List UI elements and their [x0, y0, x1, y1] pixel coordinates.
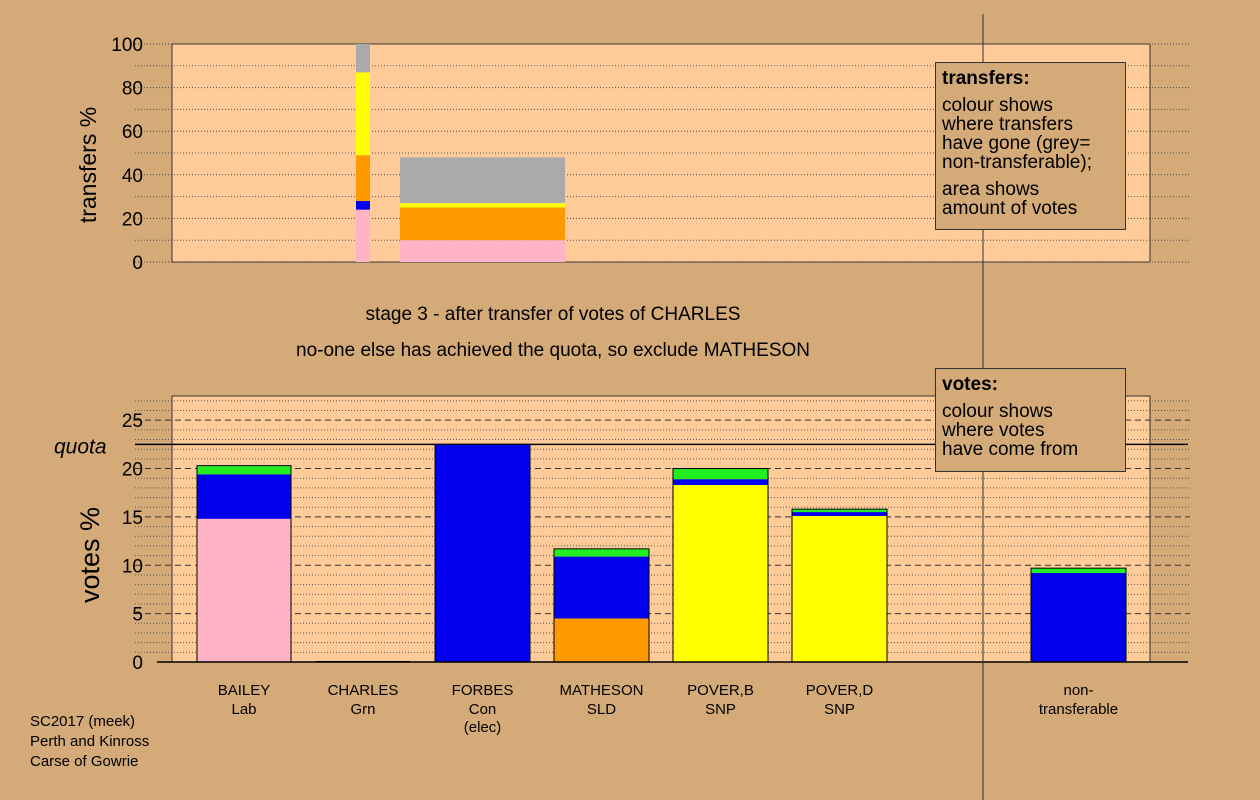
- vote-segment-poverd-con: [792, 512, 887, 516]
- transfers-legend-text-colour: colour shows where transfers have gone (…: [942, 95, 1092, 173]
- footer-line-council: Perth and Kinross: [30, 733, 150, 750]
- footer: SC2017 (meek) Perth and Kinross Carse of…: [30, 712, 149, 772]
- transfers-y-tick-label: 60: [122, 122, 143, 143]
- vote-segment-poverb-grn: [673, 468, 768, 480]
- transfer-segment-charles-lab: [356, 209, 370, 262]
- transfer-segment-charles-sld: [356, 155, 370, 201]
- votes-legend-box: votes: colour shows where votes have com…: [935, 368, 1126, 472]
- candidate-party-label: SLD: [587, 701, 616, 718]
- votes-y-tick-label: 25: [122, 411, 143, 432]
- transfers-y-tick-label: 20: [122, 209, 143, 230]
- vote-segment-non-grn: [1031, 568, 1126, 574]
- votes-y-tick-label: 10: [122, 556, 143, 577]
- votes-y-tick-label: 0: [132, 653, 143, 674]
- candidate-name-label: BAILEY: [218, 682, 271, 699]
- votes-y-tick-label: 15: [122, 508, 143, 529]
- candidate-name-label: MATHESON: [560, 682, 644, 699]
- votes-y-tick-label: 5: [132, 605, 143, 626]
- quota-label: quota: [54, 435, 107, 458]
- candidate-party-label: SNP: [705, 701, 736, 718]
- transfers-y-tick-label: 80: [122, 79, 143, 100]
- candidate-party-label: Lab: [231, 701, 256, 718]
- transfer-segment-charles-snp: [356, 72, 370, 156]
- candidate-name-label: non-: [1063, 682, 1093, 699]
- vote-segment-bailey-lab: [197, 518, 291, 662]
- footer-line-election: SC2017 (meek): [30, 713, 136, 730]
- transfer-segment-charles-nontransferable: [356, 44, 370, 73]
- candidate-party-label: Grn: [350, 701, 375, 718]
- candidate-name-label: POVER,D: [806, 682, 874, 699]
- vote-segment-non-con: [1031, 573, 1126, 662]
- candidate-name-label: FORBES: [452, 682, 514, 699]
- transfers-legend-text-area: area shows amount of votes: [942, 179, 1078, 219]
- transfers-y-tick-label: 0: [132, 253, 143, 274]
- votes-legend-text: colour shows where votes have come from: [942, 401, 1079, 460]
- exclusion-note: no-one else has achieved the quota, so e…: [296, 340, 810, 361]
- transfer-segment-matheson-lab: [400, 240, 565, 262]
- transfer-segment-matheson-sld: [400, 207, 565, 241]
- transfers-y-axis-label: transfers %: [75, 107, 101, 223]
- vote-segment-matheson-con: [554, 556, 649, 619]
- transfer-segment-matheson-nontransferable: [400, 157, 565, 204]
- candidate-name-label: POVER,B: [687, 682, 754, 699]
- candidate-status-label: (elec): [464, 719, 502, 736]
- votes-y-axis-label: votes %: [75, 507, 105, 603]
- votes-legend-title: votes:: [942, 374, 998, 395]
- vote-segment-poverb-snp: [673, 484, 768, 662]
- vote-segment-poverb-con: [673, 479, 768, 485]
- vote-segment-matheson-grn: [554, 548, 649, 557]
- vote-segment-forbes-con: [435, 444, 530, 662]
- candidate-name-label: CHARLES: [328, 682, 399, 699]
- candidate-party-label: transferable: [1039, 701, 1118, 718]
- transfers-y-tick-label: 40: [122, 166, 143, 187]
- stage-heading: stage 3 - after transfer of votes of CHA…: [366, 304, 741, 325]
- candidate-party-label: Con: [469, 701, 497, 718]
- votes-y-tick-label: 20: [122, 460, 143, 481]
- vote-segment-bailey-grn: [197, 465, 291, 475]
- transfers-legend-box: transfers: colour shows where transfers …: [935, 62, 1126, 230]
- transfer-segment-charles-con: [356, 200, 370, 210]
- vote-segment-matheson-sld: [554, 618, 649, 662]
- candidate-party-label: SNP: [824, 701, 855, 718]
- vote-segment-bailey-con: [197, 474, 291, 519]
- vote-segment-poverd-grn: [792, 509, 887, 513]
- vote-segment-poverd-snp: [792, 515, 887, 662]
- transfers-legend-title: transfers:: [942, 68, 1030, 89]
- transfers-y-tick-label: 100: [111, 35, 143, 56]
- footer-line-ward: Carse of Gowrie: [30, 753, 139, 770]
- transfer-segment-matheson-snp: [400, 203, 565, 208]
